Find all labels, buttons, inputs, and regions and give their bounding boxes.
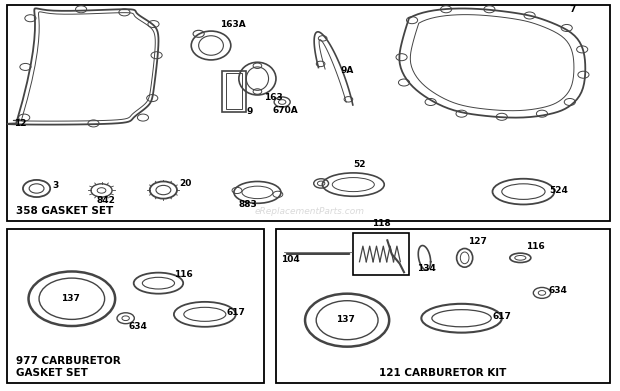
Text: 134: 134: [417, 264, 436, 273]
Text: 842: 842: [97, 196, 115, 205]
Text: 127: 127: [467, 237, 487, 246]
Bar: [7, 229, 264, 382]
Text: 524: 524: [549, 186, 569, 195]
Bar: [222, 71, 246, 112]
Text: 163A: 163A: [220, 20, 246, 29]
Text: 977 CARBURETOR
GASKET SET: 977 CARBURETOR GASKET SET: [16, 356, 121, 378]
Text: 617: 617: [226, 308, 246, 317]
Text: 358 GASKET SET: 358 GASKET SET: [16, 206, 113, 216]
Text: 634: 634: [129, 322, 148, 331]
Text: 104: 104: [281, 255, 299, 264]
Text: 12: 12: [14, 120, 27, 129]
Text: 137: 137: [61, 294, 79, 303]
Text: 634: 634: [548, 286, 567, 295]
Bar: [7, 5, 610, 221]
Text: 52: 52: [353, 160, 366, 169]
Text: eReplacementParts.com: eReplacementParts.com: [255, 206, 365, 215]
Text: 883: 883: [239, 200, 257, 209]
Bar: [226, 73, 242, 109]
Text: 116: 116: [174, 270, 193, 279]
Text: 617: 617: [492, 312, 512, 321]
Text: 163: 163: [264, 93, 282, 102]
Text: 9: 9: [247, 107, 254, 116]
Text: 670A: 670A: [273, 106, 299, 115]
Text: 121 CARBURETOR KIT: 121 CARBURETOR KIT: [379, 368, 507, 378]
Text: 9A: 9A: [341, 66, 354, 75]
Bar: [353, 233, 409, 275]
Text: 3: 3: [52, 181, 58, 190]
Text: 137: 137: [336, 315, 355, 324]
Text: 116: 116: [526, 242, 545, 251]
Bar: [276, 229, 610, 382]
Text: 20: 20: [179, 179, 191, 188]
Text: 7: 7: [570, 5, 576, 14]
Text: 118: 118: [372, 219, 391, 228]
